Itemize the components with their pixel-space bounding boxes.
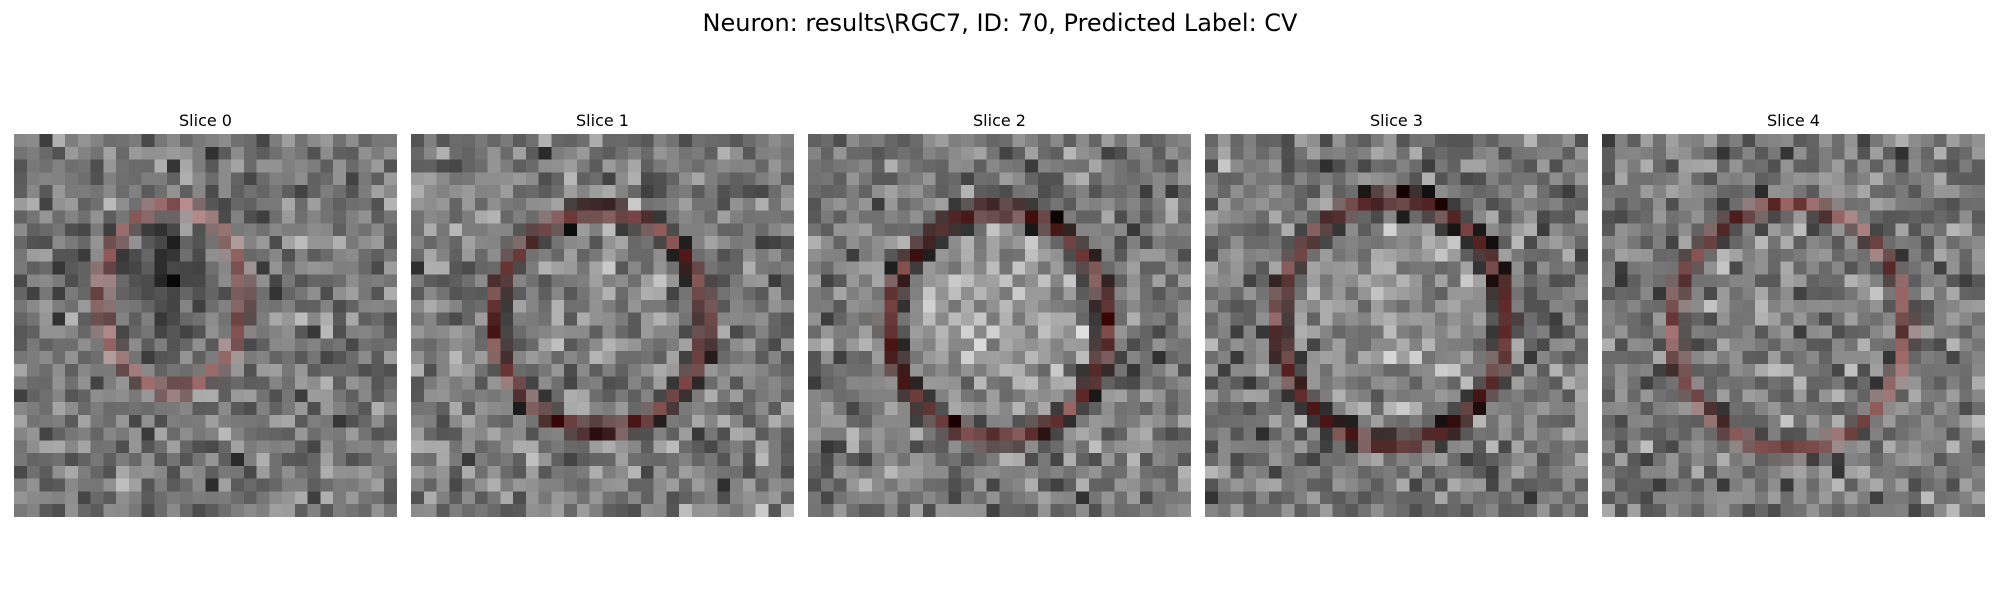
slice-title-2: Slice 2 <box>973 111 1026 130</box>
slice-panel-2: Slice 2 <box>808 110 1191 517</box>
slice-image-3 <box>1205 134 1588 517</box>
slice-title-1: Slice 1 <box>576 111 629 130</box>
slice-image-1 <box>411 134 794 517</box>
slice-image-2 <box>808 134 1191 517</box>
slice-panel-4: Slice 4 <box>1602 110 1985 517</box>
slice-image-4 <box>1602 134 1985 517</box>
slice-panel-1: Slice 1 <box>411 110 794 517</box>
slice-image-0 <box>14 134 397 517</box>
slice-panel-3: Slice 3 <box>1205 110 1588 517</box>
figure-title: Neuron: results\RGC7, ID: 70, Predicted … <box>702 9 1298 37</box>
slice-title-4: Slice 4 <box>1767 111 1820 130</box>
slice-title-3: Slice 3 <box>1370 111 1423 130</box>
slice-title-0: Slice 0 <box>179 111 232 130</box>
slice-panel-0: Slice 0 <box>14 110 397 517</box>
